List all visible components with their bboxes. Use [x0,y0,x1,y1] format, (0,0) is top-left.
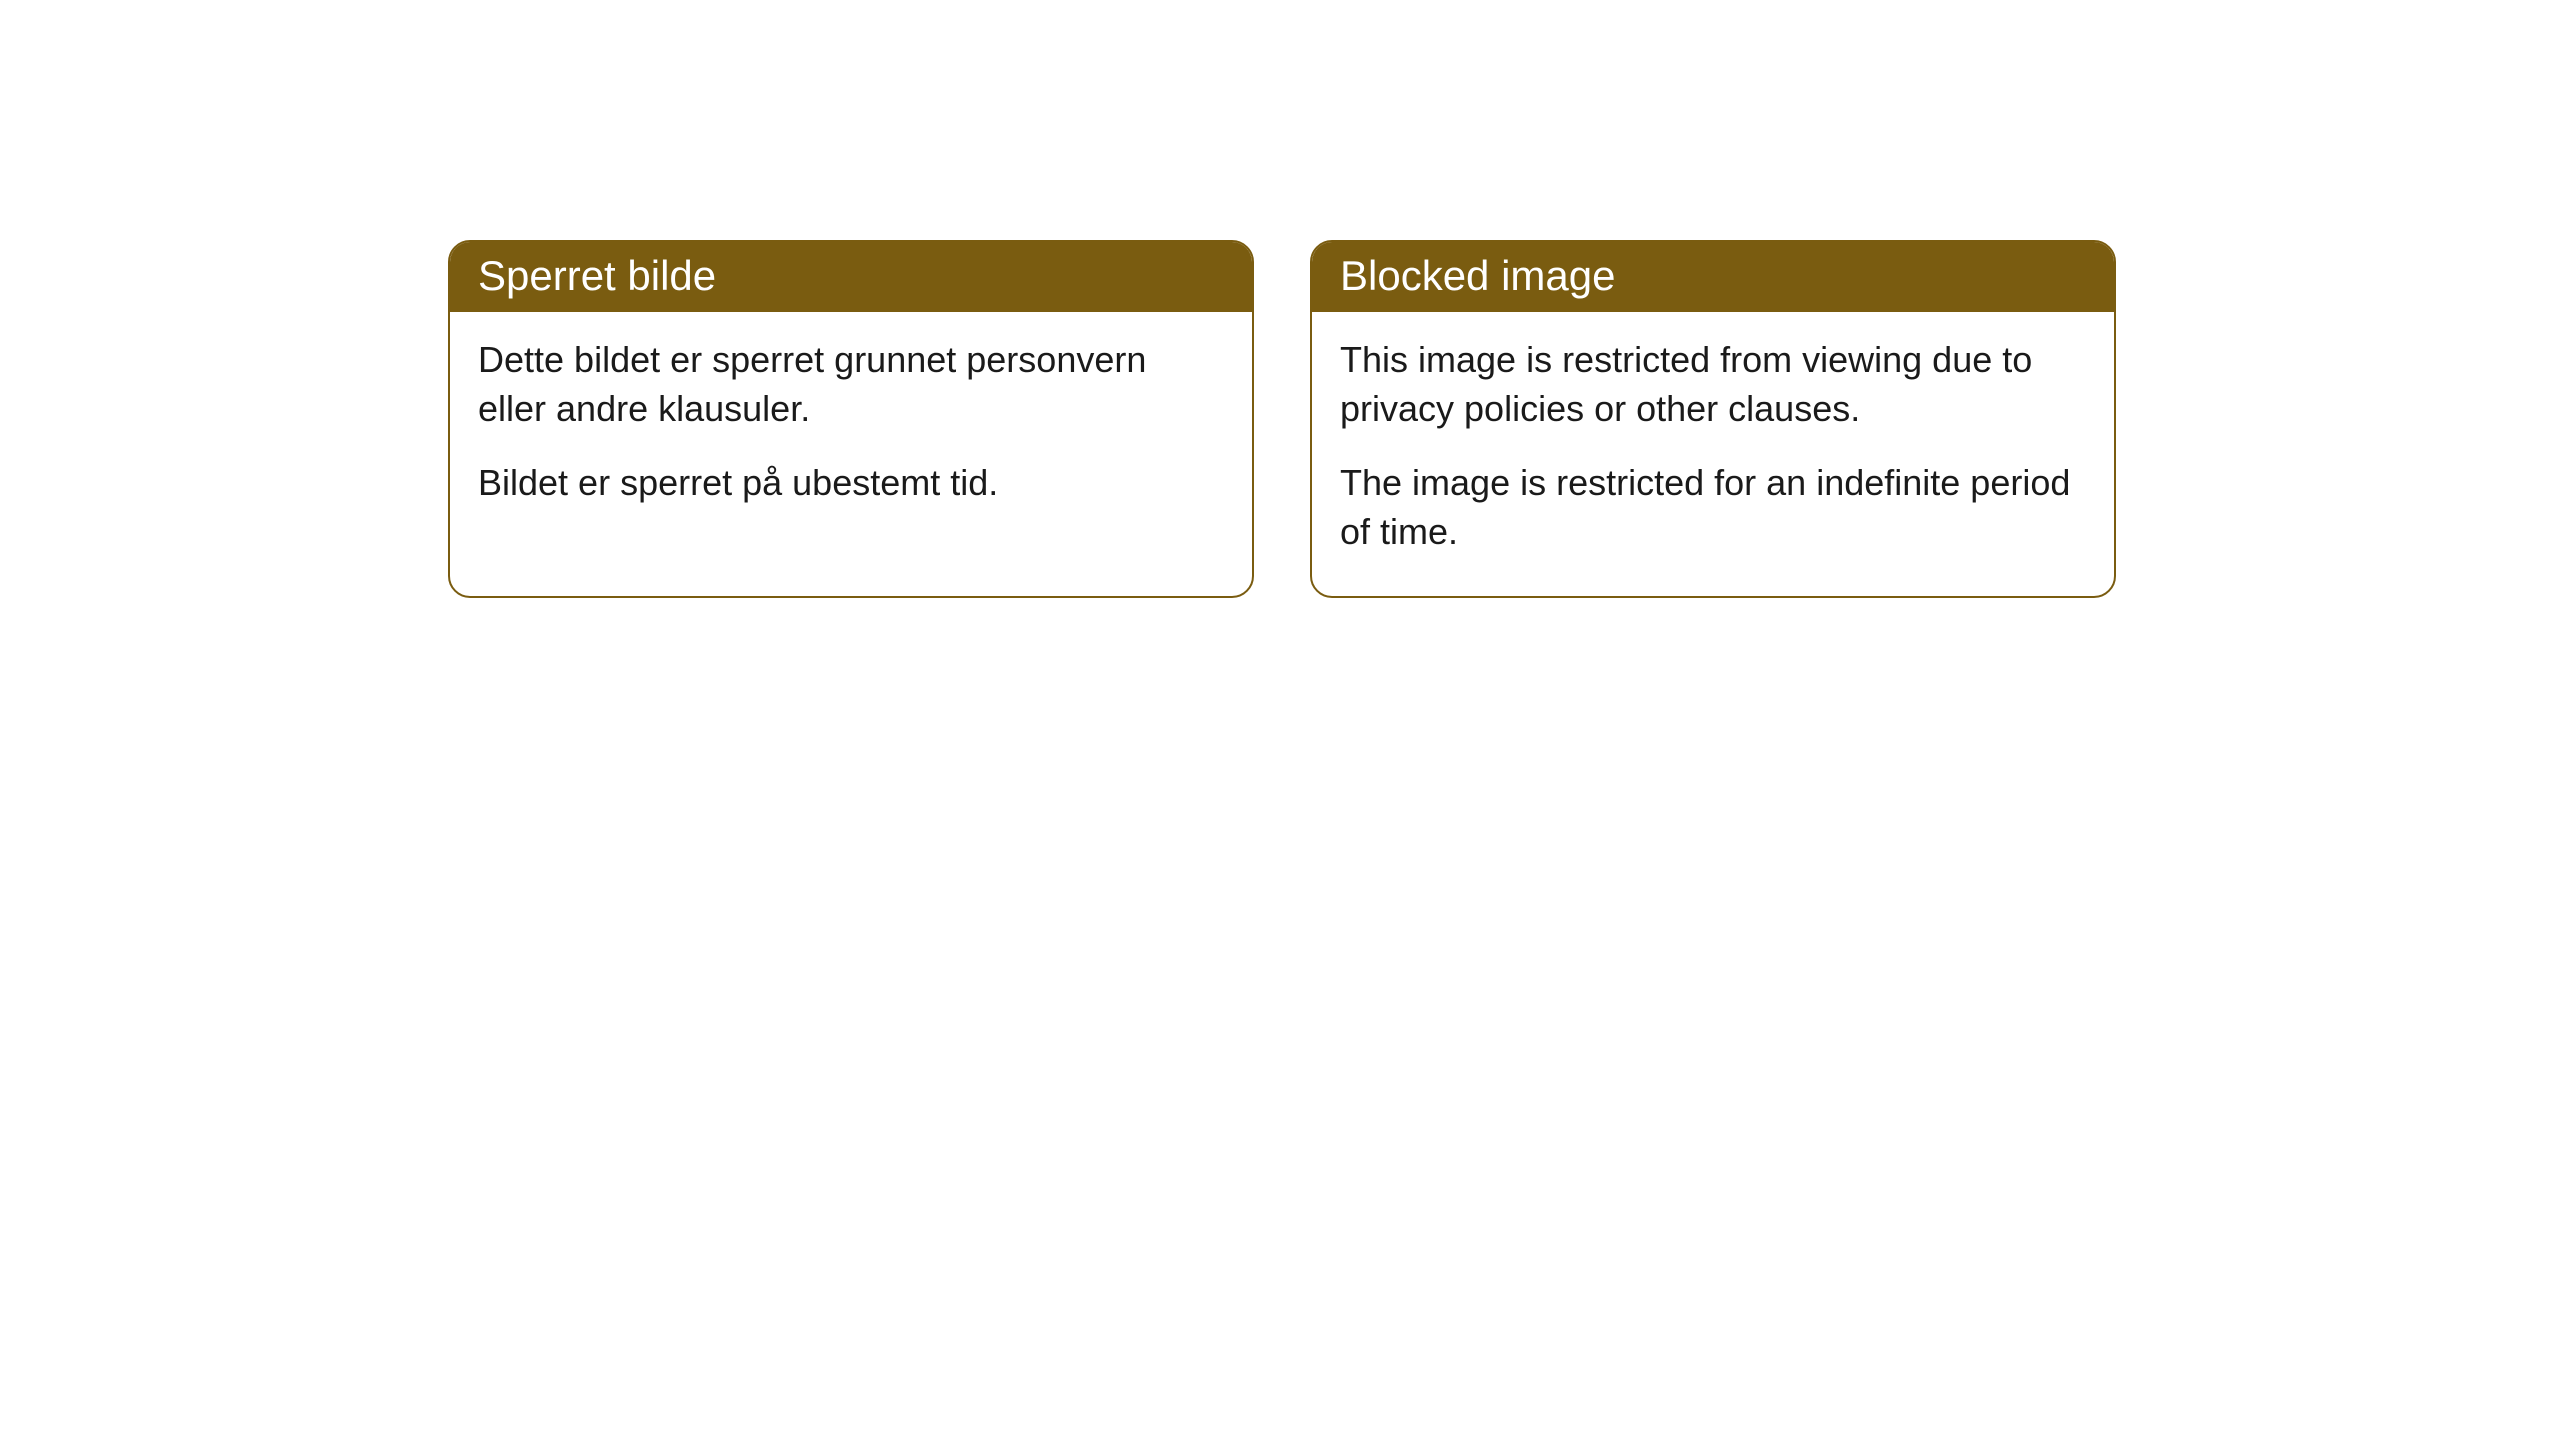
card-paragraph: This image is restricted from viewing du… [1340,336,2086,433]
card-title: Blocked image [1340,252,1615,299]
card-body: Dette bildet er sperret grunnet personve… [450,312,1252,548]
card-title: Sperret bilde [478,252,716,299]
card-paragraph: Bildet er sperret på ubestemt tid. [478,459,1224,508]
cards-container: Sperret bilde Dette bildet er sperret gr… [448,240,2116,598]
card-header: Blocked image [1312,242,2114,312]
blocked-image-card-english: Blocked image This image is restricted f… [1310,240,2116,598]
blocked-image-card-norwegian: Sperret bilde Dette bildet er sperret gr… [448,240,1254,598]
card-paragraph: Dette bildet er sperret grunnet personve… [478,336,1224,433]
card-header: Sperret bilde [450,242,1252,312]
card-body: This image is restricted from viewing du… [1312,312,2114,596]
card-paragraph: The image is restricted for an indefinit… [1340,459,2086,556]
